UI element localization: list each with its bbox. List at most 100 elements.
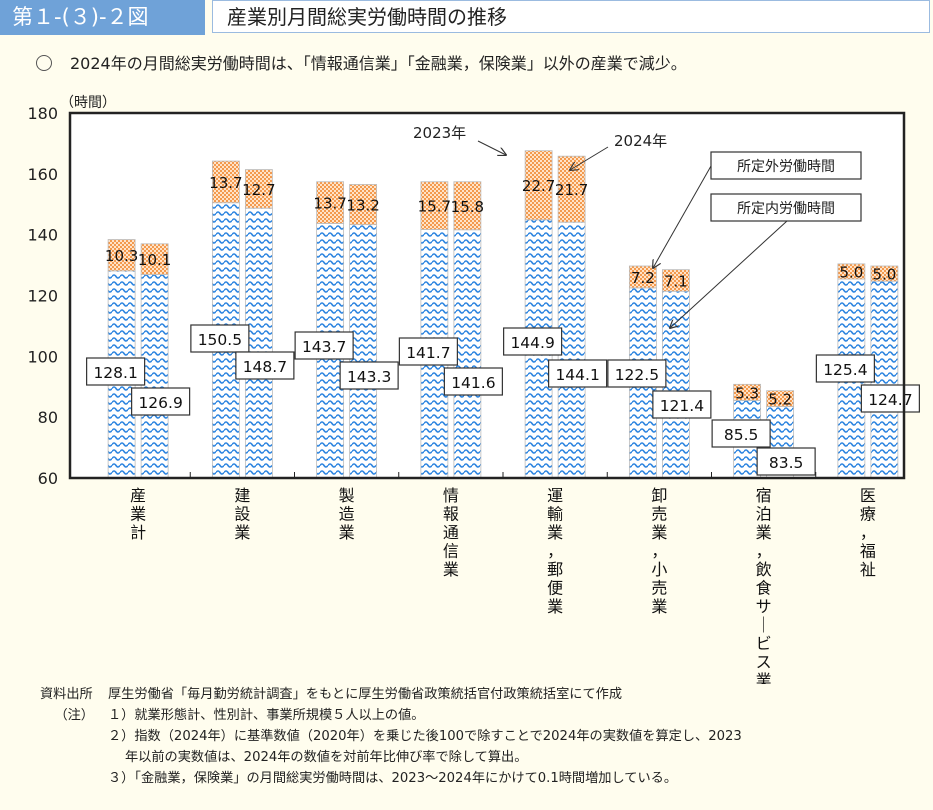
scheduled-value-box xyxy=(190,324,250,353)
note-3: ３）「金融業，保険業」の月間総実労働時間は、2023～2024年にかけて0.1時… xyxy=(108,771,678,786)
bar-overtime-2023 xyxy=(837,263,866,280)
y-tick-label: 140 xyxy=(27,226,58,245)
category-label-char: ビ xyxy=(756,634,772,653)
category-label-char: 運 xyxy=(547,486,563,505)
category-label-char: 医 xyxy=(860,486,876,505)
category-label-char: 業 xyxy=(339,523,355,542)
bar-overtime-2024 xyxy=(140,243,169,275)
note-1: １）就業形態計、性別計、事業所規模５人以上の値。 xyxy=(108,708,425,723)
category-label-char: 便 xyxy=(547,579,563,598)
circle-bullet-icon xyxy=(36,55,52,71)
overtime-value-label: 15.7 xyxy=(418,198,451,216)
category-label-char: ， xyxy=(547,542,563,561)
scheduled-value-box xyxy=(652,390,712,419)
annotation-2024: 2024年 xyxy=(614,132,667,150)
category-label-char: ， xyxy=(756,542,772,561)
overtime-value-label: 7.1 xyxy=(664,272,688,290)
scheduled-value-box xyxy=(503,327,563,356)
note-2-cont: 年以前の実数値は、2024年の数値を対前年比伸び率で除して算出。 xyxy=(125,750,528,765)
category-label-char: 業 xyxy=(756,671,772,684)
scheduled-value-label: 143.3 xyxy=(347,368,391,386)
bar-overtime-2023 xyxy=(420,181,449,230)
overtime-value-label: 5.0 xyxy=(839,263,863,281)
x-axis-ticks xyxy=(189,472,817,478)
bar-overtime-2024 xyxy=(453,181,482,231)
y-tick-label: 60 xyxy=(38,469,58,488)
scheduled-value-label: 143.7 xyxy=(302,338,346,356)
category-label-char: 産 xyxy=(130,486,146,505)
figure-header: 第１-(３)-２図 産業別月間総実労働時間の推移 xyxy=(0,0,933,35)
category-label-char: 業 xyxy=(130,505,146,524)
overtime-value-label: 5.2 xyxy=(768,391,792,409)
scheduled-value-label: 83.5 xyxy=(769,454,804,472)
overtime-value-label: 10.3 xyxy=(105,247,138,265)
category-label-char: 飲 xyxy=(756,560,772,579)
bar-scheduled-2024 xyxy=(870,280,899,479)
legend-overtime-label: 所定外労働時間 xyxy=(737,159,835,175)
overtime-value-label: 12.7 xyxy=(242,181,275,199)
value-labels-layer: 10.3 128.1 10.1 126.9 13.7 150.5 12.7 148.7 13.7… xyxy=(86,174,920,476)
category-label-char: 建 xyxy=(234,486,250,505)
bar-overtime-2024 xyxy=(870,265,899,282)
scheduled-value-box xyxy=(756,447,816,476)
category-label-char: 通 xyxy=(443,523,459,542)
overtime-value-label: 7.2 xyxy=(631,269,655,287)
category-label-char: 売 xyxy=(651,505,667,524)
scheduled-value-label: 128.1 xyxy=(93,364,137,382)
category-label-char: 郵 xyxy=(547,560,563,579)
category-labels: 産業計建設業製造業情報通信業運輸業，郵便業卸売業，小売業宿泊業，飲食サ｜ビス業医… xyxy=(130,486,876,684)
category-label-char: 卸 xyxy=(651,486,667,505)
category-label-char: 小 xyxy=(651,560,667,579)
category-label-char: 報 xyxy=(443,505,459,524)
category-label-char: 業 xyxy=(651,523,667,542)
category-label-char: 造 xyxy=(339,505,355,524)
bar-overtime-2023 xyxy=(733,383,762,401)
category-label-char: 売 xyxy=(651,579,667,598)
scheduled-value-box xyxy=(294,331,354,360)
scheduled-value-label: 141.7 xyxy=(406,344,450,362)
plot-frame xyxy=(68,111,906,480)
overtime-value-label: 5.3 xyxy=(735,384,759,402)
note-2: ２）指数（2024年）に基準数値（2020年）を乗じた後100で除すことで202… xyxy=(108,729,742,744)
scheduled-value-label: 124.7 xyxy=(868,391,912,409)
category-label-char: 食 xyxy=(756,579,772,598)
scheduled-value-label: 144.9 xyxy=(510,334,554,352)
figure-title: 産業別月間総実労働時間の推移 xyxy=(212,0,930,33)
scheduled-value-label: 122.5 xyxy=(615,366,659,384)
category-label-char: ス xyxy=(756,653,772,672)
overtime-value-label: 13.7 xyxy=(209,174,242,192)
scheduled-value-label: 121.4 xyxy=(660,397,704,415)
category-label-char: 計 xyxy=(130,523,146,542)
scheduled-value-box xyxy=(339,361,399,390)
summary-line: 2024年の月間総実労働時間は、「情報通信業」「金融業，保険業」以外の産業で減少… xyxy=(36,50,687,74)
scheduled-value-box xyxy=(235,351,295,380)
bar-overtime-2024 xyxy=(766,390,795,407)
bar-scheduled-2024 xyxy=(140,274,169,479)
summary-text: 2024年の月間総実労働時間は、「情報通信業」「金融業，保険業」以外の産業で減少… xyxy=(70,54,687,73)
overtime-value-label: 15.8 xyxy=(451,198,484,216)
y-tick-label: 160 xyxy=(27,165,58,184)
category-label-char: 信 xyxy=(443,542,459,561)
category-label-char: 設 xyxy=(234,505,250,524)
category-label-char: ， xyxy=(651,542,667,561)
category-label-char: 業 xyxy=(234,523,250,542)
y-tick-label: 180 xyxy=(27,104,58,123)
bar-overtime-2023 xyxy=(211,160,240,204)
scheduled-value-box xyxy=(711,419,771,448)
category-label-char: 業 xyxy=(651,597,667,616)
source-label: 資料出所 xyxy=(40,687,93,702)
category-label-char: 福 xyxy=(860,542,876,561)
scheduled-value-label: 141.6 xyxy=(451,374,495,392)
figure-number: 第１-(３)-２図 xyxy=(0,0,205,35)
bar-overtime-2024 xyxy=(349,184,378,226)
annotation-2023: 2023年 xyxy=(413,124,466,142)
scheduled-value-box xyxy=(86,357,146,386)
bar-overtime-2023 xyxy=(524,150,553,221)
overtime-value-label: 21.7 xyxy=(555,181,588,199)
scheduled-value-box xyxy=(131,387,191,416)
overtime-value-label: 13.7 xyxy=(313,195,346,213)
category-label-char: 療 xyxy=(860,505,876,524)
notes-label: （注） xyxy=(54,708,94,723)
scheduled-value-label: 148.7 xyxy=(243,358,287,376)
y-tick-label: 120 xyxy=(27,287,58,306)
